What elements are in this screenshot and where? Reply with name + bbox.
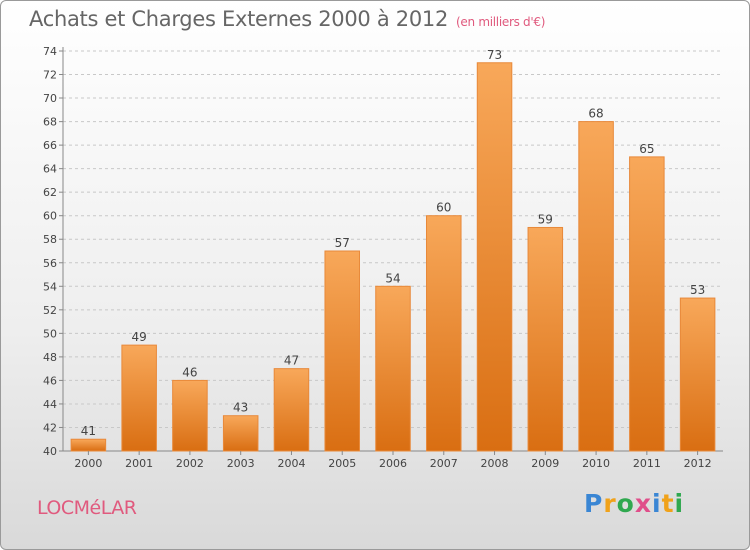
- y-tick-label: 68: [43, 116, 57, 129]
- x-tick-label: 2009: [531, 457, 559, 470]
- y-tick-label: 70: [43, 92, 57, 105]
- location-label: LOCMéLAR: [37, 497, 137, 519]
- chart-title: Achats et Charges Externes 2000 à 2012 (e…: [29, 7, 545, 31]
- bar: [476, 62, 513, 452]
- y-tick-labels: 40 42 44 46 48 50 52 54 56 58 60 62 64 66 68 70 72 74: [43, 45, 57, 458]
- x-tick-label: 2010: [582, 457, 610, 470]
- x-tick-label: 2011: [633, 457, 661, 470]
- x-tick-label: 2003: [227, 457, 255, 470]
- bar-value-label: 47: [284, 354, 299, 368]
- proxiti-logo: Proxiti: [584, 489, 684, 518]
- y-tick-label: 44: [43, 398, 57, 411]
- bar: [679, 297, 716, 452]
- bar: [629, 156, 665, 452]
- bar: [273, 368, 310, 452]
- y-tick-label: 42: [43, 421, 57, 434]
- x-tick-label: 2000: [74, 457, 102, 470]
- y-tick-label: 54: [43, 280, 57, 293]
- bar: [172, 379, 208, 452]
- bar: [70, 438, 107, 452]
- y-tick-label: 58: [43, 233, 57, 246]
- logo-letter: o: [616, 489, 635, 518]
- y-tick-label: 74: [43, 45, 57, 58]
- bar-value-label: 73: [487, 48, 502, 62]
- y-tick-label: 56: [43, 257, 57, 270]
- y-tick-label: 60: [43, 210, 57, 223]
- y-tick-label: 40: [43, 445, 57, 458]
- y-tick-label: 48: [43, 351, 57, 364]
- bar: [375, 285, 411, 452]
- chart-unit: (en milliers d'€): [456, 15, 546, 29]
- x-tick-label: 2002: [176, 457, 204, 470]
- bar-value-label: 60: [436, 201, 451, 215]
- x-tick-label: 2004: [277, 457, 305, 470]
- x-tick-label: 2005: [328, 457, 356, 470]
- bar: [426, 215, 462, 452]
- bar: [527, 226, 564, 452]
- y-tick-label: 64: [43, 163, 57, 176]
- bars: 41 49 46 43 47 57 54 60 73 59 68 65 53: [70, 48, 716, 452]
- logo-letter: i: [674, 489, 685, 518]
- bar-value-label: 43: [233, 401, 248, 415]
- y-tick-label: 46: [43, 374, 57, 387]
- chart-title-text: Achats et Charges Externes 2000 à 2012: [29, 7, 449, 31]
- x-tick-label: 2008: [481, 457, 509, 470]
- y-tick-label: 62: [43, 186, 57, 199]
- bar: [578, 121, 614, 452]
- bar-value-label: 46: [182, 365, 197, 379]
- bar: [121, 344, 157, 452]
- x-tick-label: 2001: [125, 457, 153, 470]
- bar-value-label: 54: [385, 271, 400, 285]
- y-tick-label: 52: [43, 304, 57, 317]
- bar: [222, 415, 259, 452]
- y-tick-label: 72: [43, 69, 57, 82]
- bar-value-label: 53: [690, 283, 705, 297]
- logo-letter: r: [603, 489, 617, 518]
- bar-value-label: 65: [639, 142, 654, 156]
- x-tick-labels: 2000 2001 2002 2003 2004 2005 2006 2007 2008 2009…: [74, 451, 712, 470]
- bar-value-label: 59: [538, 212, 553, 226]
- logo-letter: x: [634, 489, 652, 518]
- logo-letter: i: [652, 489, 662, 518]
- bar-value-label: 57: [335, 236, 350, 250]
- x-tick-label: 2007: [430, 457, 458, 470]
- logo-letter: P: [584, 489, 604, 518]
- logo-letter: t: [661, 489, 675, 518]
- y-tick-label: 50: [43, 327, 57, 340]
- bar-value-label: 68: [588, 107, 603, 121]
- bar-value-label: 41: [81, 424, 96, 438]
- x-tick-label: 2006: [379, 457, 407, 470]
- bar: [324, 250, 360, 452]
- x-tick-label: 2012: [684, 457, 712, 470]
- bar-value-label: 49: [132, 330, 147, 344]
- y-tick-label: 66: [43, 139, 57, 152]
